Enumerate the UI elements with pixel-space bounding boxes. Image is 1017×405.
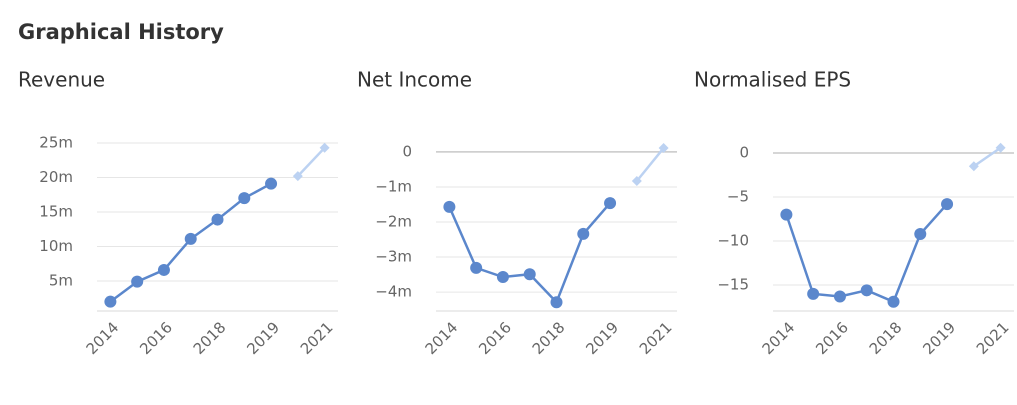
- data-point: [443, 200, 456, 213]
- forecast-point: [658, 143, 669, 154]
- x-tick-label: 2014: [759, 318, 799, 358]
- x-tick-label: 2016: [475, 318, 515, 358]
- forecast-point: [995, 142, 1006, 153]
- y-tick-label: −15: [717, 276, 749, 294]
- x-tick-label: 2021: [636, 318, 676, 358]
- y-tick-label: −2m: [375, 212, 412, 230]
- data-point: [604, 197, 617, 210]
- x-tick-label: 2021: [973, 318, 1013, 358]
- forecast-point: [968, 161, 979, 172]
- y-tick-label: 0: [739, 144, 749, 162]
- data-point: [238, 192, 251, 205]
- data-point: [157, 263, 170, 276]
- data-point: [550, 296, 563, 309]
- series-line: [635, 147, 665, 182]
- x-tick-label: 2018: [529, 318, 569, 358]
- header: Graphical History: [18, 20, 224, 44]
- forecast-point: [319, 142, 330, 153]
- forecast-point: [292, 171, 303, 182]
- y-tick-label: 10m: [39, 237, 73, 255]
- y-tick-label: 5m: [49, 271, 73, 289]
- data-point: [914, 227, 927, 240]
- data-point: [860, 284, 873, 297]
- y-tick-label: 25m: [39, 133, 73, 151]
- data-point: [833, 290, 846, 303]
- y-tick-label: −10: [717, 232, 749, 250]
- y-tick-label: 20m: [39, 168, 73, 186]
- x-tick-label: 2019: [919, 318, 959, 358]
- x-tick-label: 2021: [297, 318, 337, 358]
- data-point: [211, 213, 224, 226]
- x-tick-label: 2019: [243, 318, 283, 358]
- data-point: [496, 271, 509, 284]
- x-tick-label: 2014: [83, 318, 123, 358]
- series-line: [296, 146, 326, 177]
- data-point: [265, 177, 278, 190]
- data-point: [104, 295, 117, 308]
- data-point: [780, 208, 793, 221]
- x-tick-label: 2014: [422, 318, 462, 358]
- y-tick-label: −5: [727, 188, 749, 206]
- y-tick-label: −3m: [375, 248, 412, 266]
- y-tick-label: −4m: [375, 283, 412, 301]
- data-point: [887, 295, 900, 308]
- y-tick-label: 15m: [39, 202, 73, 220]
- data-point: [184, 232, 197, 245]
- y-tick-label: 0: [402, 142, 412, 160]
- data-point: [807, 287, 820, 300]
- series-line: [973, 146, 1002, 168]
- chart-title: Normalised EPS: [694, 68, 851, 92]
- y-tick-label: −1m: [375, 177, 412, 195]
- forecast-point: [631, 175, 642, 186]
- chart-title: Net Income: [357, 68, 472, 92]
- data-point: [523, 268, 536, 281]
- series-line: [448, 202, 611, 305]
- x-tick-label: 2016: [812, 318, 852, 358]
- x-tick-label: 2016: [136, 318, 176, 358]
- data-point: [577, 227, 590, 240]
- data-point: [470, 261, 483, 274]
- x-tick-label: 2018: [866, 318, 906, 358]
- x-tick-label: 2019: [582, 318, 622, 358]
- data-point: [131, 275, 144, 288]
- x-tick-label: 2018: [190, 318, 230, 358]
- chart-title: Revenue: [18, 68, 105, 92]
- data-point: [941, 198, 954, 211]
